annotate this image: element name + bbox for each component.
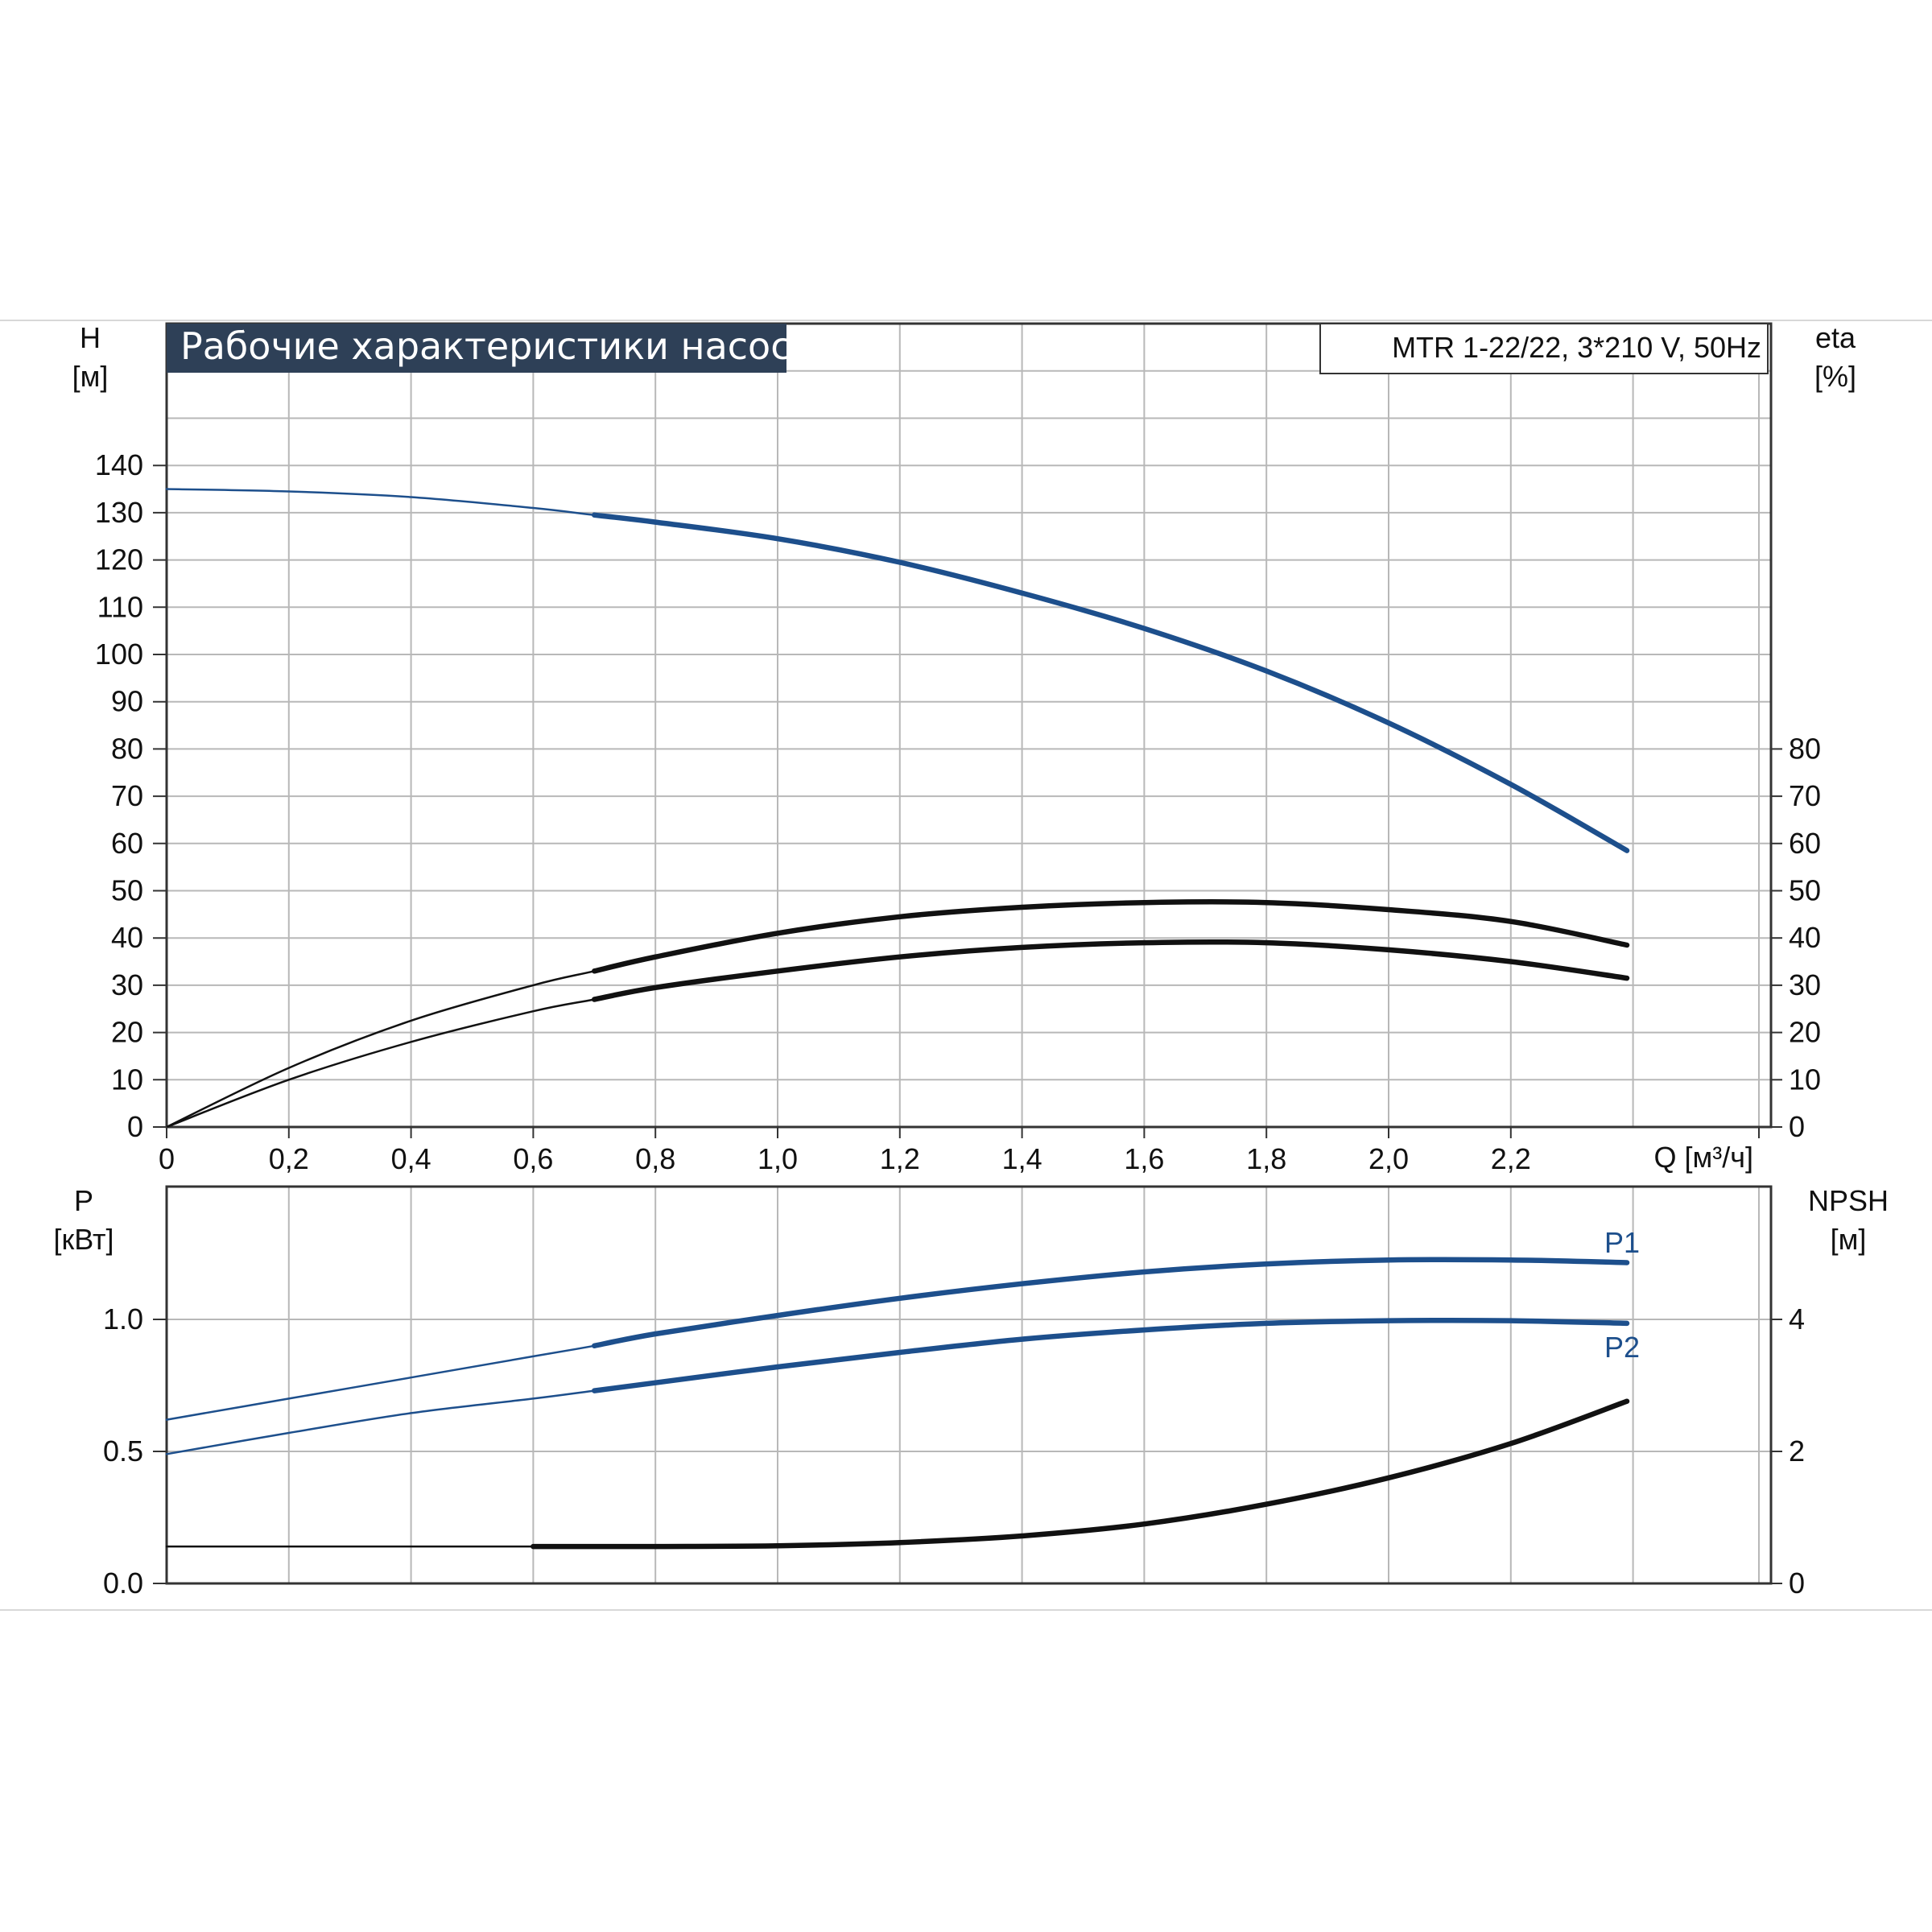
x-tick-label: 0 [159, 1142, 175, 1175]
y-tick-label: 0 [127, 1110, 143, 1143]
p-tick-label: 0.0 [103, 1567, 143, 1600]
bottom-plot-frame [165, 1185, 1773, 1585]
x-axis-title: Q [м³/ч] [1653, 1141, 1753, 1174]
right-axis-unit-percent: [%] [1814, 360, 1856, 393]
title-bar [167, 324, 786, 373]
p1-curve [165, 1258, 1629, 1421]
top-plot-frame [165, 322, 1773, 1129]
y-tick-label: 90 [111, 685, 143, 718]
x-tick-label: 2,0 [1368, 1142, 1409, 1175]
bottom-series-group [165, 1257, 1630, 1550]
y-tick-label: 130 [95, 496, 143, 529]
eta-operating-range [592, 939, 1630, 1002]
npsh-axis-title: NPSH [1808, 1184, 1889, 1217]
x-tick-label: 2,2 [1491, 1142, 1531, 1175]
chart-title: Рабочие характеристики насоса [180, 324, 814, 368]
y-axis-title-h: H [80, 321, 101, 354]
right-axis-title-eta: eta [1815, 321, 1856, 354]
right-y-tick-label: 60 [1789, 827, 1821, 860]
y-tick-label: 70 [111, 779, 143, 812]
right-y-tick-label: 50 [1789, 874, 1821, 907]
bottom-y-ticks: 0.0 0.5 1.0 [103, 1302, 167, 1600]
top-series-group [165, 488, 1630, 1129]
y-tick-label: 50 [111, 874, 143, 907]
eta-upper-curve [165, 901, 1629, 1129]
top-right-y-ticks: 0 10 20 30 40 50 60 70 80 [1771, 732, 1821, 1143]
p-axis-unit: [кВт] [53, 1223, 114, 1256]
eta-upper-operating-range [592, 899, 1630, 974]
p1-operating-range [592, 1257, 1630, 1349]
x-tick-label: 1,6 [1124, 1142, 1164, 1175]
x-tick-label: 0,2 [269, 1142, 309, 1175]
model-label: MTR 1-22/22, 3*210 V, 50Hz [1392, 331, 1761, 364]
npsh-tick-label: 4 [1789, 1302, 1805, 1335]
x-tick-label: 0,4 [391, 1142, 431, 1175]
x-ticks: 0 0,2 0,4 0,6 0,8 1,0 1,2 1,4 1,6 1,8 2,0 2,2 [159, 1127, 1760, 1175]
right-y-tick-label: 30 [1789, 968, 1821, 1001]
x-tick-label: 1,2 [880, 1142, 920, 1175]
right-y-tick-label: 40 [1789, 921, 1821, 954]
y-tick-label: 110 [97, 590, 143, 623]
y-tick-label: 30 [111, 968, 143, 1001]
y-tick-label: 120 [95, 543, 143, 576]
p2-operating-range [592, 1317, 1630, 1393]
y-axis-unit-m: [м] [72, 360, 109, 393]
npsh-tick-label: 0 [1789, 1567, 1805, 1600]
npsh-operating-range [530, 1398, 1630, 1550]
y-tick-label: 140 [95, 448, 143, 481]
right-y-tick-label: 70 [1789, 779, 1821, 812]
p-tick-label: 1.0 [103, 1302, 143, 1335]
x-tick-label: 0,6 [513, 1142, 553, 1175]
right-y-tick-label: 10 [1789, 1063, 1821, 1096]
series-label-p1: P1 [1604, 1226, 1640, 1259]
p-axis-title: P [74, 1184, 93, 1217]
x-tick-label: 0,8 [635, 1142, 675, 1175]
npsh-axis-unit: [м] [1831, 1223, 1867, 1256]
npsh-tick-label: 2 [1789, 1435, 1805, 1468]
x-tick-label: 1,8 [1246, 1142, 1286, 1175]
y-tick-label: 20 [111, 1016, 143, 1049]
x-tick-label: 1,0 [758, 1142, 798, 1175]
head-operating-range [592, 512, 1630, 853]
y-tick-label: 80 [111, 732, 143, 765]
y-tick-label: 10 [111, 1063, 143, 1096]
p2-curve [165, 1319, 1629, 1455]
top-grid [167, 324, 1771, 1127]
x-tick-label: 1,4 [1002, 1142, 1042, 1175]
y-tick-label: 40 [111, 921, 143, 954]
bottom-grid [167, 1187, 1771, 1583]
right-y-tick-label: 0 [1789, 1110, 1805, 1143]
top-y-ticks: 0 10 20 30 40 50 60 70 80 90 100 110 120 130 140 [95, 448, 167, 1143]
model-box [1319, 323, 1769, 374]
right-y-tick-label: 20 [1789, 1016, 1821, 1049]
y-tick-label: 60 [111, 827, 143, 860]
right-y-tick-label: 80 [1789, 732, 1821, 765]
eta-curve [165, 940, 1629, 1129]
series-label-p2: P2 [1604, 1331, 1640, 1364]
bottom-right-y-ticks: 0 2 4 [1771, 1302, 1805, 1600]
y-tick-label: 100 [95, 638, 143, 671]
p-tick-label: 0.5 [103, 1435, 143, 1468]
